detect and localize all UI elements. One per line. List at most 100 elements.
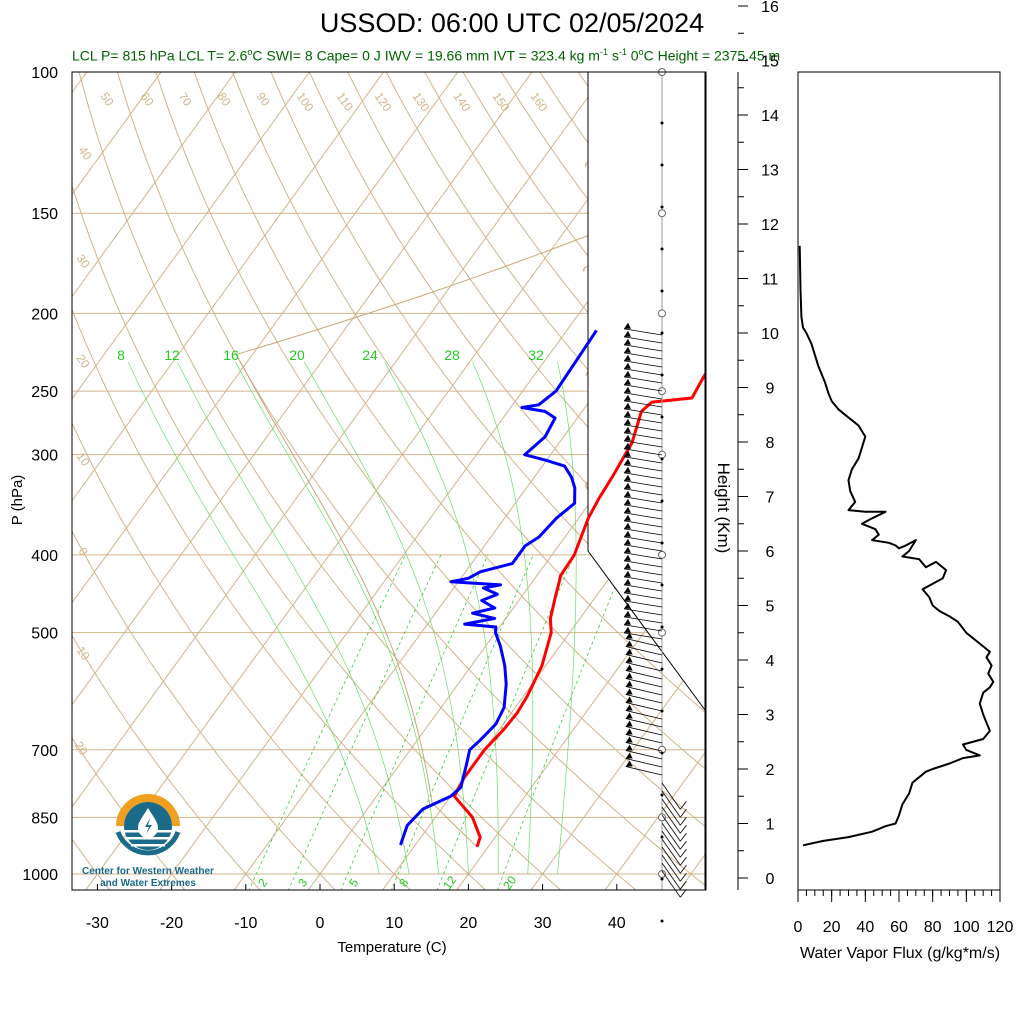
wind-barb xyxy=(623,568,663,576)
dry-adiabat-line xyxy=(193,72,705,770)
wind-barb-flag xyxy=(624,506,631,513)
wind-barb xyxy=(661,798,681,826)
pressure-tick-label: 400 xyxy=(31,548,58,565)
dry-adiabat-line xyxy=(116,72,705,886)
profile-frame-border xyxy=(797,71,1001,891)
moist-adiabat-line xyxy=(127,361,380,875)
flux-axis-label: Water Vapor Flux (g/kg*m/s) xyxy=(800,945,1000,962)
wind-barb xyxy=(623,592,663,600)
wind-dot xyxy=(660,205,664,209)
wind-barb xyxy=(623,616,663,624)
wind-barb-feather xyxy=(680,880,687,890)
wind-barb xyxy=(623,624,663,632)
wind-barb-flag xyxy=(624,538,631,545)
wind-barb-feather xyxy=(680,832,687,842)
logo-line-1: Center for Western Weather xyxy=(82,866,214,877)
wind-dot xyxy=(660,457,664,461)
pressure-tick-label: 100 xyxy=(31,65,58,82)
wind-barb-feather xyxy=(680,864,687,874)
skewt-frame-border xyxy=(71,71,706,891)
wind-barb xyxy=(623,432,663,440)
height-tick-label: 11 xyxy=(762,272,779,289)
height-tick-label: 9 xyxy=(766,381,775,398)
subtitle-sup-1: -1 xyxy=(599,47,608,57)
wind-barb xyxy=(623,368,663,376)
pressure-tick-label: 250 xyxy=(31,384,58,401)
isotherm-line xyxy=(72,72,162,196)
isotherm-label-left: 40 xyxy=(76,144,95,163)
wind-barb-feather xyxy=(680,808,687,818)
mixing-ratio-label: 20 xyxy=(500,873,519,892)
wind-barb-flag xyxy=(624,322,631,329)
wind-barb-feather xyxy=(680,824,687,834)
dry-adiabat-line xyxy=(72,422,412,890)
subtitle-part-1: LCL P= 815 hPa LCL T= 2.6 xyxy=(72,47,248,64)
wind-barb-flag xyxy=(624,554,631,561)
moist-adiabat-line xyxy=(235,361,440,875)
wind-barb xyxy=(661,862,681,890)
wind-barb-flag xyxy=(625,704,633,711)
wind-barb-flag xyxy=(625,648,633,655)
wind-level-circle xyxy=(658,813,666,822)
temperature-tick-label: 20 xyxy=(460,915,478,932)
wind-barb xyxy=(623,456,663,464)
wind-barb-flag xyxy=(625,672,633,679)
moist-adiabat-line xyxy=(384,361,499,874)
wind-barb xyxy=(625,750,663,760)
dry-adiabat-line xyxy=(270,72,705,657)
wind-barb xyxy=(625,702,663,712)
wind-barb-feather xyxy=(680,888,687,898)
wind-level-circle xyxy=(658,387,666,396)
moist-adiabat-label: 32 xyxy=(528,347,544,363)
wind-barb xyxy=(625,742,663,752)
wind-dot xyxy=(660,583,664,587)
wind-barb-flag xyxy=(624,458,631,465)
wind-barb xyxy=(623,544,663,552)
dry-adiabat-label: 150 xyxy=(490,90,513,115)
temperature-tick-label: 40 xyxy=(608,915,626,932)
wind-barb xyxy=(661,846,681,874)
wind-barb-flag xyxy=(624,618,631,625)
wind-barb xyxy=(661,822,681,850)
wind-barb-flag xyxy=(624,602,631,609)
wind-barb-flag xyxy=(625,728,633,735)
wind-barb xyxy=(625,694,663,704)
isotherm-line xyxy=(233,241,705,890)
flux-tick-label: 60 xyxy=(890,919,908,936)
mixing-ratio-line xyxy=(391,554,534,890)
wind-barb-flag xyxy=(624,626,631,633)
mixing-ratio-line xyxy=(436,554,575,890)
dewpoint-profile-line xyxy=(399,329,598,846)
temperature-tick-label: -30 xyxy=(86,915,109,932)
pressure-tick-label: 500 xyxy=(31,626,58,643)
moist-adiabat-label: 16 xyxy=(223,347,239,363)
wind-barb xyxy=(623,352,663,360)
wind-barb xyxy=(661,854,681,882)
isotherm-line xyxy=(456,547,705,890)
mixing-ratio-label: 8 xyxy=(396,876,411,890)
wind-barb xyxy=(623,464,663,472)
wind-barb xyxy=(661,830,681,858)
flux-tick-label: 80 xyxy=(924,919,942,936)
cw3e-logo xyxy=(115,794,181,856)
water-vapor-flux-line xyxy=(798,245,995,847)
wind-barb-flag xyxy=(624,482,631,489)
wind-barb xyxy=(623,472,663,480)
wind-barb xyxy=(661,814,681,842)
height-tick-label: 8 xyxy=(766,435,775,452)
moist-adiabat-line xyxy=(472,361,534,875)
wind-barb xyxy=(661,790,681,818)
wind-barb xyxy=(623,576,663,584)
wind-barb-flag xyxy=(624,586,631,593)
dry-adiabat-label: 140 xyxy=(451,90,474,115)
wind-barb-feather xyxy=(680,840,687,850)
wind-barb-flag xyxy=(624,394,631,401)
skewt-x-axis-label: Temperature (C) xyxy=(337,939,446,956)
wind-barb xyxy=(661,806,681,834)
flux-tick-label: 100 xyxy=(953,919,980,936)
subtitle-sup-2: -1 xyxy=(618,47,627,57)
wind-column-mask xyxy=(587,71,707,891)
mixing-ratio-line xyxy=(497,554,629,890)
wind-barb-flag xyxy=(625,720,633,727)
height-tick-label: 0 xyxy=(766,871,775,888)
